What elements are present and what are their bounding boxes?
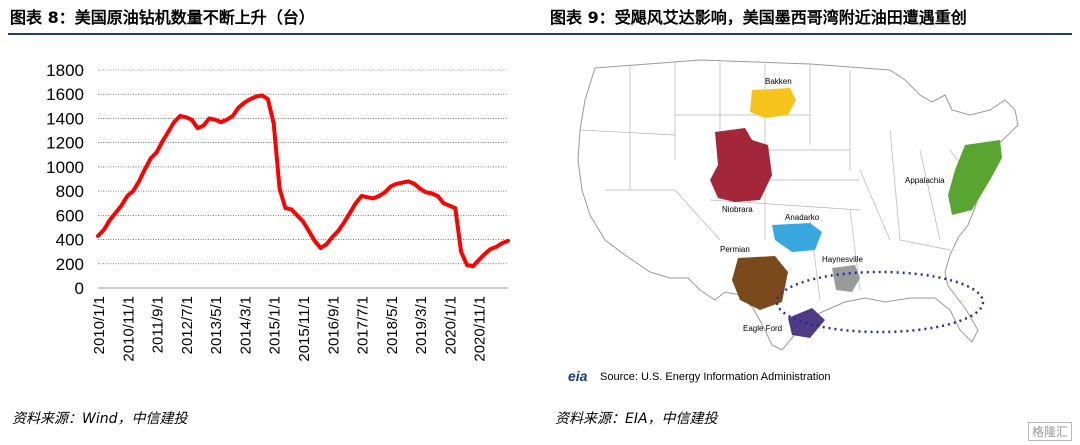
eia-source-text: Source: U.S. Energy Information Administ… [600, 371, 831, 383]
us-oil-fields-map: Bakken Niobrara Anadarko Appalachia Hayn… [560, 40, 1040, 400]
x-tick-label: 2014/3/1 [237, 296, 254, 354]
appalachia-field [948, 140, 1002, 215]
y-tick-label: 1000 [46, 158, 84, 177]
left-source-note: 资料来源：Wind，中信建投 [12, 411, 188, 427]
x-tick-label: 2010/1/1 [91, 296, 108, 354]
x-tick-label: 2017/7/1 [355, 296, 372, 354]
y-tick-label: 400 [56, 231, 84, 250]
hurricane-impact-ellipse [775, 270, 985, 334]
x-tick-label: 2020/11/1 [472, 296, 489, 362]
niobrara-field [710, 128, 772, 202]
permian-field [732, 256, 788, 310]
x-tick-label: 2019/3/1 [413, 296, 430, 354]
header-divider [8, 33, 1072, 35]
us-map-outline [577, 59, 1019, 351]
bakken-field [750, 88, 796, 118]
x-tick-label: 2018/5/1 [384, 296, 401, 354]
label-haynesville: Haynesville [822, 255, 863, 264]
rig-count-series-line [96, 93, 510, 269]
x-tick-label: 2015/1/1 [267, 296, 284, 354]
y-tick-label: 1200 [46, 134, 84, 153]
label-appalachia: Appalachia [905, 176, 945, 185]
x-tick-label: 2020/1/1 [442, 296, 459, 354]
label-bakken: Bakken [765, 77, 792, 86]
watermark-logo: 格隆汇 [1027, 422, 1072, 441]
rig-count-line-chart: 0 200 400 600 800 1000 1200 1400 1600 1800 2010/1… [46, 61, 510, 362]
y-tick-label: 200 [56, 255, 84, 274]
y-tick-label: 600 [56, 206, 84, 225]
y-tick-label: 1600 [46, 85, 84, 104]
eia-logo: eia [568, 368, 588, 384]
haynesville-field [832, 265, 860, 292]
x-tick-label: 2012/7/1 [179, 296, 196, 354]
x-tick-label: 2010/11/1 [120, 296, 137, 362]
y-tick-label: 1400 [46, 109, 84, 128]
anadarko-field [772, 223, 822, 252]
right-source-note: 资料来源：EIA，中信建投 [555, 411, 718, 427]
x-tick-label: 2015/11/1 [296, 296, 313, 362]
x-tick-label: 2011/9/1 [150, 296, 167, 353]
label-anadarko: Anadarko [785, 213, 820, 222]
label-niobrara: Niobrara [722, 205, 753, 214]
left-chart-title: 图表 8：美国原油钻机数量不断上升（台） [10, 8, 315, 27]
label-permian: Permian [720, 245, 750, 254]
label-eagle-ford: Eagle Ford [743, 324, 782, 333]
y-tick-label: 0 [75, 279, 84, 298]
x-tick-label: 2016/9/1 [325, 296, 342, 354]
x-tick-label: 2013/5/1 [208, 296, 225, 354]
y-tick-label: 1800 [46, 61, 84, 80]
right-map-title: 图表 9：受飓风艾达影响，美国墨西哥湾附近油田遭遇重创 [550, 8, 967, 27]
y-tick-label: 800 [56, 182, 84, 201]
